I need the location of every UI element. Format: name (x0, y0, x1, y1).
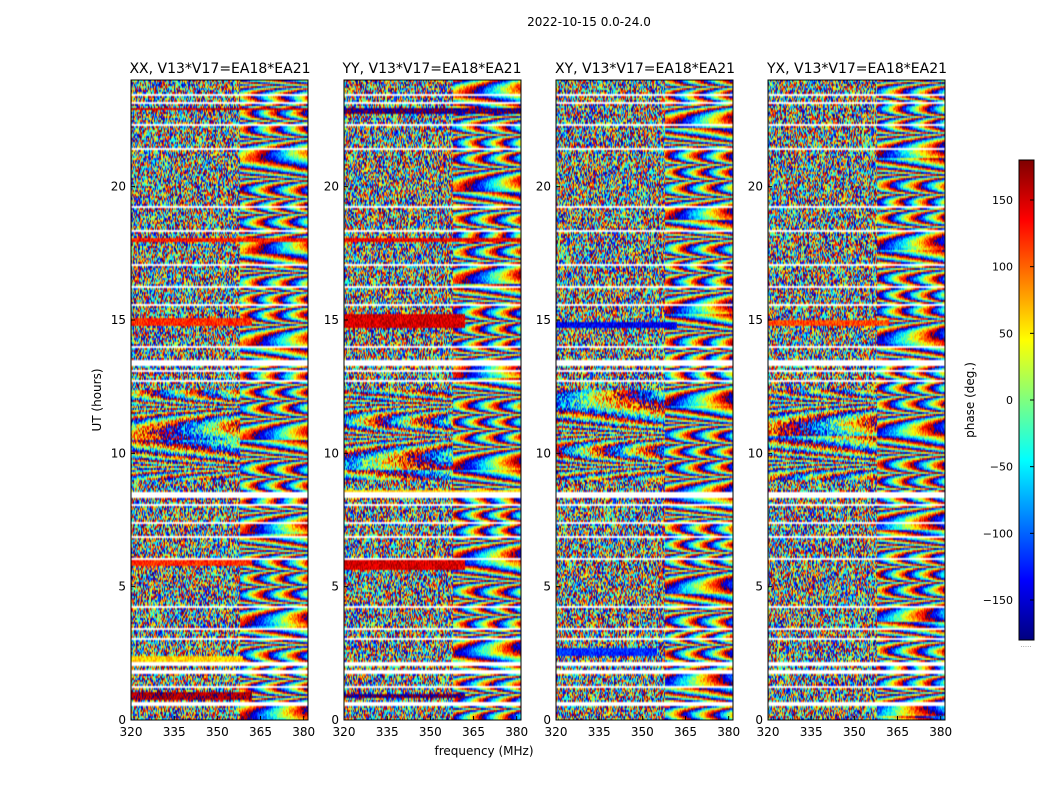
x-tick-label: 380 (929, 725, 952, 739)
y-tick-label: 15 (536, 313, 551, 327)
panel-title-xx: XX, V13*V17=EA18*EA21 (129, 61, 310, 77)
y-tick-label: 15 (111, 313, 126, 327)
x-tick-label: 350 (631, 725, 654, 739)
colorbar-label: phase (deg.) (963, 362, 977, 438)
panel-xy: XY, V13*V17=EA18*EA21 320 335 350 365 380 0 5 1… (536, 61, 740, 739)
phase-heatmap-panel-2 (344, 80, 521, 720)
colorbar-tick-label: 0 (1006, 394, 1013, 407)
panel-title-yx: YX, V13*V17=EA18*EA21 (766, 61, 947, 77)
x-tick-label: 350 (206, 725, 229, 739)
y-tick-label: 10 (536, 446, 551, 460)
y-tick-label: 5 (755, 580, 763, 594)
y-tick-label: 20 (536, 180, 551, 194)
x-tick-label: 380 (717, 725, 740, 739)
y-tick-label: 20 (324, 180, 339, 194)
x-tick-label: 320 (120, 725, 143, 739)
phase-heatmap-panel-4 (768, 80, 945, 720)
colorbar: phase (deg.) ..... 150 100 50 0 −50 −100 −150 (963, 160, 1034, 649)
y-tick-label: 5 (543, 580, 551, 594)
x-tick-label: 335 (163, 725, 186, 739)
y-tick-label: 10 (324, 446, 339, 460)
x-tick-label: 335 (376, 725, 399, 739)
colorbar-tick-label: −50 (990, 461, 1013, 474)
panel-title-xy: XY, V13*V17=EA18*EA21 (555, 61, 735, 77)
x-tick-label: 365 (249, 725, 272, 739)
colorbar-tick-label: −150 (983, 594, 1013, 607)
panel-xx: XX, V13*V17=EA18*EA21 320 335 350 365 380 0 5 1… (111, 61, 315, 739)
x-tick-label: 320 (545, 725, 568, 739)
x-tick-label: 350 (419, 725, 442, 739)
panel-yx: YX, V13*V17=EA18*EA21 320 335 350 365 380 0 5 1… (748, 61, 952, 739)
y-tick-label: 15 (324, 313, 339, 327)
y-tick-label: 20 (111, 180, 126, 194)
x-tick-label: 380 (292, 725, 315, 739)
colorbar-tick-label: 100 (992, 261, 1013, 274)
y-tick-label: 0 (543, 713, 551, 727)
x-tick-label: 380 (505, 725, 528, 739)
figure-suptitle: 2022-10-15 0.0-24.0 (527, 15, 651, 29)
y-tick-label: 15 (748, 313, 763, 327)
y-tick-label: 20 (748, 180, 763, 194)
x-tick-label: 365 (674, 725, 697, 739)
colorbar-tick-label: −100 (983, 527, 1013, 540)
x-tick-label: 350 (843, 725, 866, 739)
x-tick-label: 320 (333, 725, 356, 739)
colorbar-tick-label: 50 (999, 327, 1013, 340)
y-tick-label: 10 (111, 446, 126, 460)
panel-title-yy: YY, V13*V17=EA18*EA21 (342, 61, 522, 77)
phase-heatmap-panel-1 (131, 80, 308, 720)
x-tick-label: 365 (462, 725, 485, 739)
x-tick-label: 365 (886, 725, 909, 739)
y-tick-label: 0 (755, 713, 763, 727)
y-tick-label: 5 (118, 580, 126, 594)
panel-yy: YY, V13*V17=EA18*EA21 320 335 350 365 380 0 5 1… (324, 61, 528, 739)
colorbar-tick-label: 150 (992, 194, 1013, 207)
y-tick-label: 10 (748, 446, 763, 460)
phase-heatmap-panel-3 (556, 80, 733, 720)
y-axis-label: UT (hours) (90, 368, 104, 431)
x-axis-label: frequency (MHz) (434, 744, 533, 758)
colorbar-footer: ..... (1020, 641, 1031, 649)
x-tick-label: 320 (757, 725, 780, 739)
y-tick-label: 0 (331, 713, 339, 727)
y-tick-label: 5 (331, 580, 339, 594)
x-tick-label: 335 (800, 725, 823, 739)
x-tick-label: 335 (588, 725, 611, 739)
y-tick-label: 0 (118, 713, 126, 727)
